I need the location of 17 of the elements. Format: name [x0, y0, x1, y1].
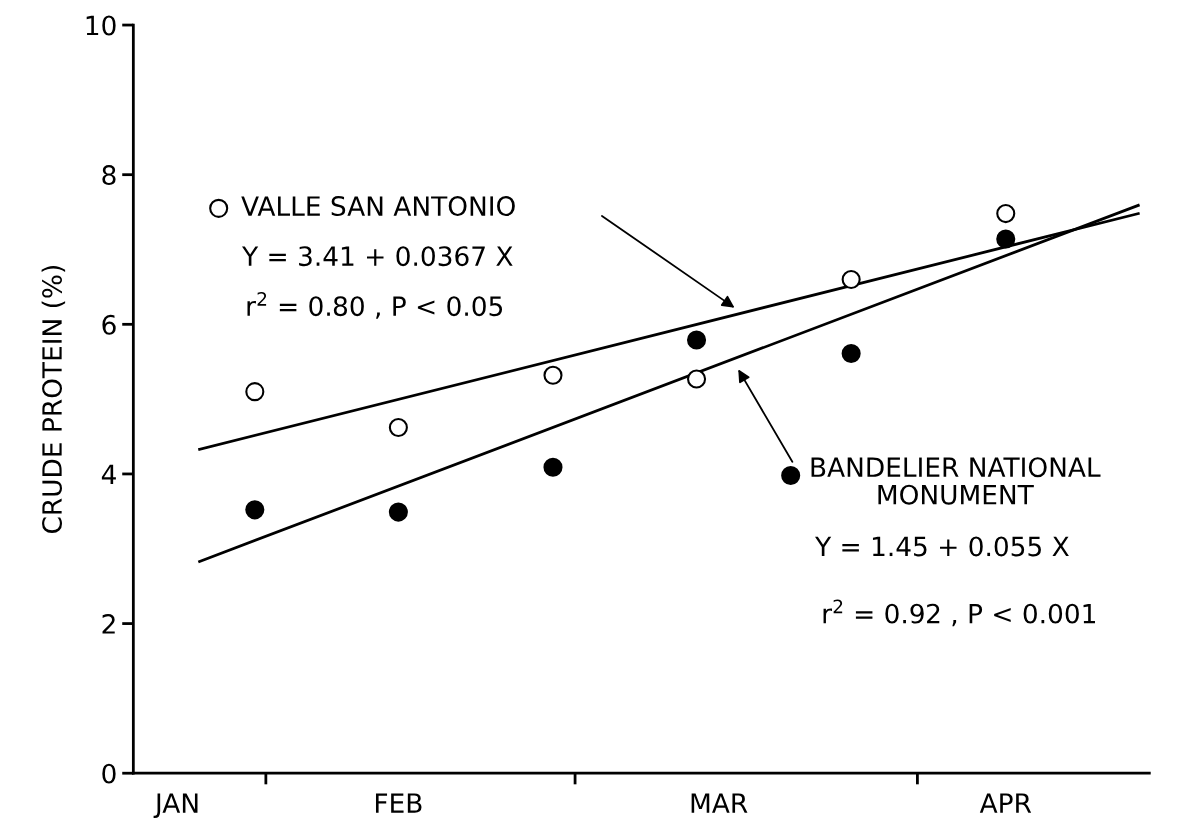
legend-label: VALLE SAN ANTONIO	[241, 196, 515, 217]
y-tick-label: 2	[102, 614, 115, 634]
x-tick-label: JAN	[153, 793, 198, 818]
x-tick-label: MAR	[691, 793, 748, 813]
y-axis-title: CRUDE PROTEIN (%)	[41, 265, 66, 534]
annotation: Y = 1.45 + 0.055 X	[815, 536, 1069, 557]
y-tick-label: 10	[86, 15, 116, 36]
annotation: r$^{2}$ = 0.92 , P < 0.001	[823, 599, 1095, 627]
x-tick-label: APR	[979, 793, 1032, 813]
y-tick-label: 6	[102, 314, 116, 335]
y-tick-label: 8	[102, 165, 116, 186]
annotation: r$^{2}$ = 0.80 , P < 0.05	[247, 291, 503, 319]
y-tick-label: 4	[101, 464, 116, 484]
legend-label: BANDELIER NATIONAL MONUMENT	[811, 457, 1101, 505]
y-tick-label: 0	[102, 763, 116, 784]
annotation: Y = 3.41 + 0.0367 X	[242, 246, 513, 267]
x-tick-label: FEB	[375, 793, 422, 813]
